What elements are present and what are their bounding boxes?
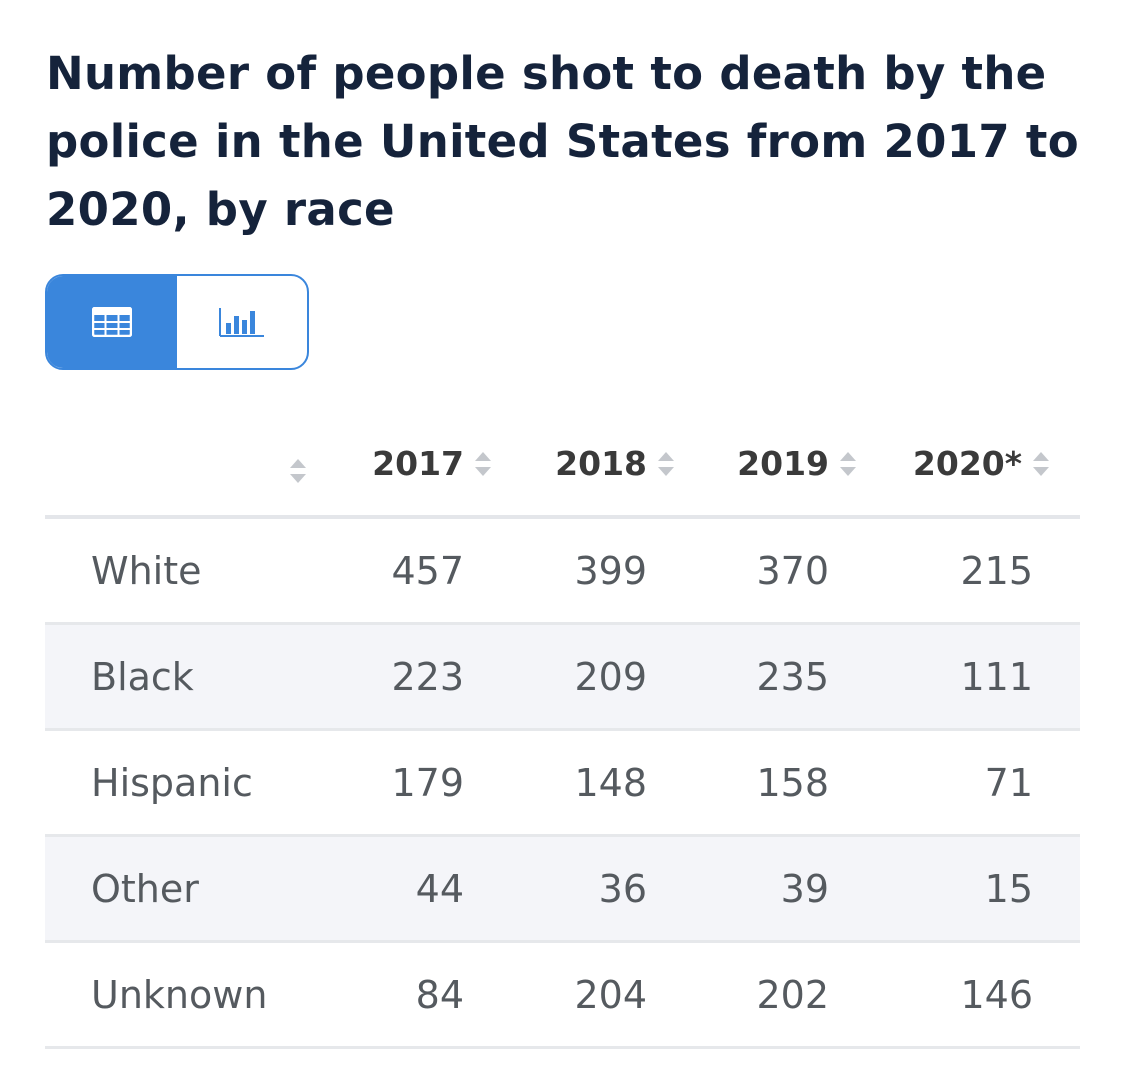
sort-icon[interactable] bbox=[472, 447, 494, 481]
table-cell: 15 bbox=[859, 835, 1080, 943]
table-cell: 111 bbox=[859, 623, 1080, 731]
column-header-4[interactable]: 2020* bbox=[859, 412, 1080, 519]
column-header-text: 2020* bbox=[912, 444, 1022, 483]
table-row: Hispanic 179 148 158 71 bbox=[45, 729, 1080, 837]
column-header-text: 2019 bbox=[737, 444, 829, 483]
table-cell: 370 bbox=[677, 517, 859, 625]
table-cell: 215 bbox=[859, 517, 1080, 625]
row-label: White bbox=[45, 517, 311, 625]
table-row: Unknown 84 204 202 146 bbox=[45, 941, 1080, 1049]
row-label: Other bbox=[45, 835, 311, 943]
table-cell: 204 bbox=[494, 941, 677, 1049]
table-icon bbox=[92, 307, 132, 337]
sort-icon[interactable] bbox=[655, 447, 677, 481]
table-cell: 39 bbox=[677, 835, 859, 943]
column-header-text: 2018 bbox=[555, 444, 647, 483]
table-row: White 457 399 370 215 bbox=[45, 517, 1080, 625]
bar-chart-icon bbox=[219, 308, 264, 337]
column-header-label[interactable] bbox=[45, 412, 311, 519]
table-cell: 84 bbox=[311, 941, 494, 1049]
table-cell: 209 bbox=[494, 623, 677, 731]
table-cell: 457 bbox=[311, 517, 494, 625]
table-cell: 235 bbox=[677, 623, 859, 731]
table-row: Black 223 209 235 111 bbox=[45, 623, 1080, 731]
view-toggle bbox=[45, 274, 309, 370]
column-header-1[interactable]: 2017 bbox=[311, 412, 494, 519]
table-cell: 146 bbox=[859, 941, 1080, 1049]
column-header-text: 2017 bbox=[372, 444, 464, 483]
sort-icon[interactable] bbox=[1030, 447, 1052, 481]
table-cell: 202 bbox=[677, 941, 859, 1049]
table-cell: 36 bbox=[494, 835, 677, 943]
data-table: 2017 2018 2019 2020* White 457 399 370 215 Black… bbox=[45, 412, 1080, 1049]
table-view-button[interactable] bbox=[47, 276, 177, 368]
table-header-row: 2017 2018 2019 2020* bbox=[45, 412, 1080, 519]
table-cell: 71 bbox=[859, 729, 1080, 837]
table-body: White 457 399 370 215 Black 223 209 235 111 Hispan… bbox=[45, 517, 1080, 1049]
table-cell: 223 bbox=[311, 623, 494, 731]
table-cell: 44 bbox=[311, 835, 494, 943]
table-cell: 179 bbox=[311, 729, 494, 837]
chart-title: Number of people shot to death by the po… bbox=[46, 47, 1079, 236]
sort-icon[interactable] bbox=[837, 447, 859, 481]
row-label: Unknown bbox=[45, 941, 311, 1049]
table-row: Other 44 36 39 15 bbox=[45, 835, 1080, 943]
chart-view-button[interactable] bbox=[177, 276, 307, 368]
table-cell: 148 bbox=[494, 729, 677, 837]
data-table-container: 2017 2018 2019 2020* White 457 399 370 215 Black… bbox=[45, 412, 1080, 1049]
table-cell: 158 bbox=[677, 729, 859, 837]
column-header-3[interactable]: 2019 bbox=[677, 412, 859, 519]
row-label: Hispanic bbox=[45, 729, 311, 837]
sort-icon[interactable] bbox=[287, 454, 309, 488]
row-label: Black bbox=[45, 623, 311, 731]
column-header-2[interactable]: 2018 bbox=[494, 412, 677, 519]
table-cell: 399 bbox=[494, 517, 677, 625]
